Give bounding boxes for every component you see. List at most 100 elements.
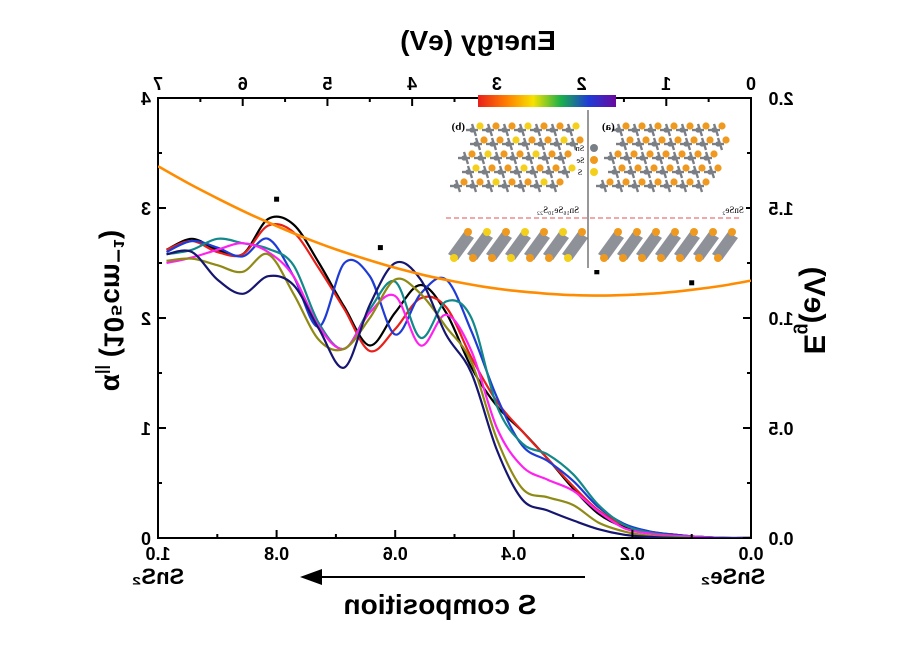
inset-atom-legend: Sn Se S <box>576 144 598 177</box>
slab-atom <box>545 254 553 262</box>
lattice-atom <box>524 178 532 186</box>
lattice-atom <box>513 169 519 175</box>
top-axis-title: Energy (eV) <box>400 25 556 56</box>
slab-atom <box>483 228 491 236</box>
slab-atom <box>559 228 567 236</box>
lattice-atom <box>533 183 539 189</box>
lattice-atom <box>544 136 552 144</box>
lattice-atom <box>659 169 665 175</box>
legend-swatch <box>590 144 598 152</box>
lattice-atom <box>556 178 564 186</box>
lattice-atom <box>501 127 507 133</box>
lattice-atom <box>654 122 662 130</box>
lattice-atom <box>634 164 642 172</box>
lattice-atom <box>679 127 685 133</box>
lattice-atom <box>631 127 637 133</box>
lattice-atom <box>606 178 614 186</box>
lattice-atom <box>528 136 536 144</box>
lattice-atom <box>569 141 575 147</box>
lattice-atom <box>492 178 500 186</box>
lattice-atom <box>663 183 669 189</box>
top-tick-label: 3 <box>492 74 502 94</box>
lattice-atom <box>707 169 713 175</box>
lattice-atom <box>541 155 547 161</box>
slab-atom <box>695 254 703 262</box>
slab-atom <box>714 254 722 262</box>
lattice-atom <box>553 141 559 147</box>
lattice-atom <box>623 155 629 161</box>
lattice-atom <box>690 136 698 144</box>
lattice-atom <box>599 183 605 189</box>
lattice-atom <box>460 178 468 186</box>
slab-atom <box>521 228 529 236</box>
slab-unit <box>524 232 550 260</box>
lattice-atom <box>671 155 677 161</box>
bottom-tick-label: 0.4 <box>501 544 526 564</box>
left-axis-unit: (10⁵cm⁻¹) <box>99 230 130 365</box>
lattice-atom <box>508 122 516 130</box>
lattice-atom <box>465 169 471 175</box>
lattice-atom <box>536 164 544 172</box>
slab-unit <box>598 232 624 260</box>
inset-panel-b-label: (b) <box>451 121 465 133</box>
lattice-atom <box>485 127 491 133</box>
lattice-atom <box>615 127 621 133</box>
right-axis-unit: (eV) <box>798 267 831 324</box>
lattice-atom <box>663 127 669 133</box>
bottom-tick-label: 0.2 <box>620 544 645 564</box>
lattice-atom <box>485 183 491 189</box>
axis-labels-group: 012345670.00.20.40.60.81.0012340.00.51.0… <box>141 74 794 564</box>
lattice-atom <box>691 169 697 175</box>
left-tick-label: 4 <box>141 89 151 109</box>
right-tick-label: 1.5 <box>768 199 793 219</box>
bandgap-point <box>274 196 280 202</box>
lattice-atom <box>477 155 483 161</box>
absorption-line-5 <box>166 242 751 538</box>
slab-unit <box>467 232 493 260</box>
slab-side-view-b <box>448 228 588 262</box>
lattice-atom <box>650 164 658 172</box>
slab-atom <box>671 228 679 236</box>
slab-atom <box>614 228 622 236</box>
lattice-atom <box>532 150 540 158</box>
lattice-atom <box>655 155 661 161</box>
lattice-atom <box>520 164 528 172</box>
lattice-atom <box>626 136 634 144</box>
lattice-atom <box>472 164 480 172</box>
bandgap-fit-line <box>158 165 751 297</box>
lattice-atom <box>607 155 613 161</box>
lattice-atom <box>516 150 524 158</box>
right-tick-label: 0.5 <box>768 419 793 439</box>
slab-unit <box>448 232 474 260</box>
slab-atom <box>578 228 586 236</box>
right-axis-title: Eg(eV) <box>794 267 831 355</box>
slab-unit <box>562 232 588 260</box>
lattice-atom <box>675 169 681 175</box>
left-axis-subscript: || <box>95 365 112 374</box>
lattice-atom <box>618 164 626 172</box>
lattice-atom <box>529 169 535 175</box>
lattice-atom <box>706 136 714 144</box>
lattice-atom <box>468 150 476 158</box>
lattice-atom <box>521 141 527 147</box>
lattice-atom <box>674 136 682 144</box>
top-tick-label: 2 <box>577 74 587 94</box>
lattice-atom <box>631 183 637 189</box>
lattice-atom <box>670 122 678 130</box>
slab-atom <box>676 254 684 262</box>
slab-atom <box>633 228 641 236</box>
lattice-atom <box>642 136 650 144</box>
slab-atom <box>502 228 510 236</box>
lattice-atom <box>512 136 520 144</box>
top-tick-label: 4 <box>407 74 417 94</box>
lattice-atom <box>711 127 717 133</box>
slab-atom <box>464 228 472 236</box>
lattice-atom <box>622 178 630 186</box>
lattice-atom <box>517 183 523 189</box>
lattice-atom <box>658 136 666 144</box>
lattice-atom <box>496 136 504 144</box>
top-tick-label: 1 <box>661 74 671 94</box>
left-axis-title: α|| (10⁵cm⁻¹) <box>95 230 130 391</box>
